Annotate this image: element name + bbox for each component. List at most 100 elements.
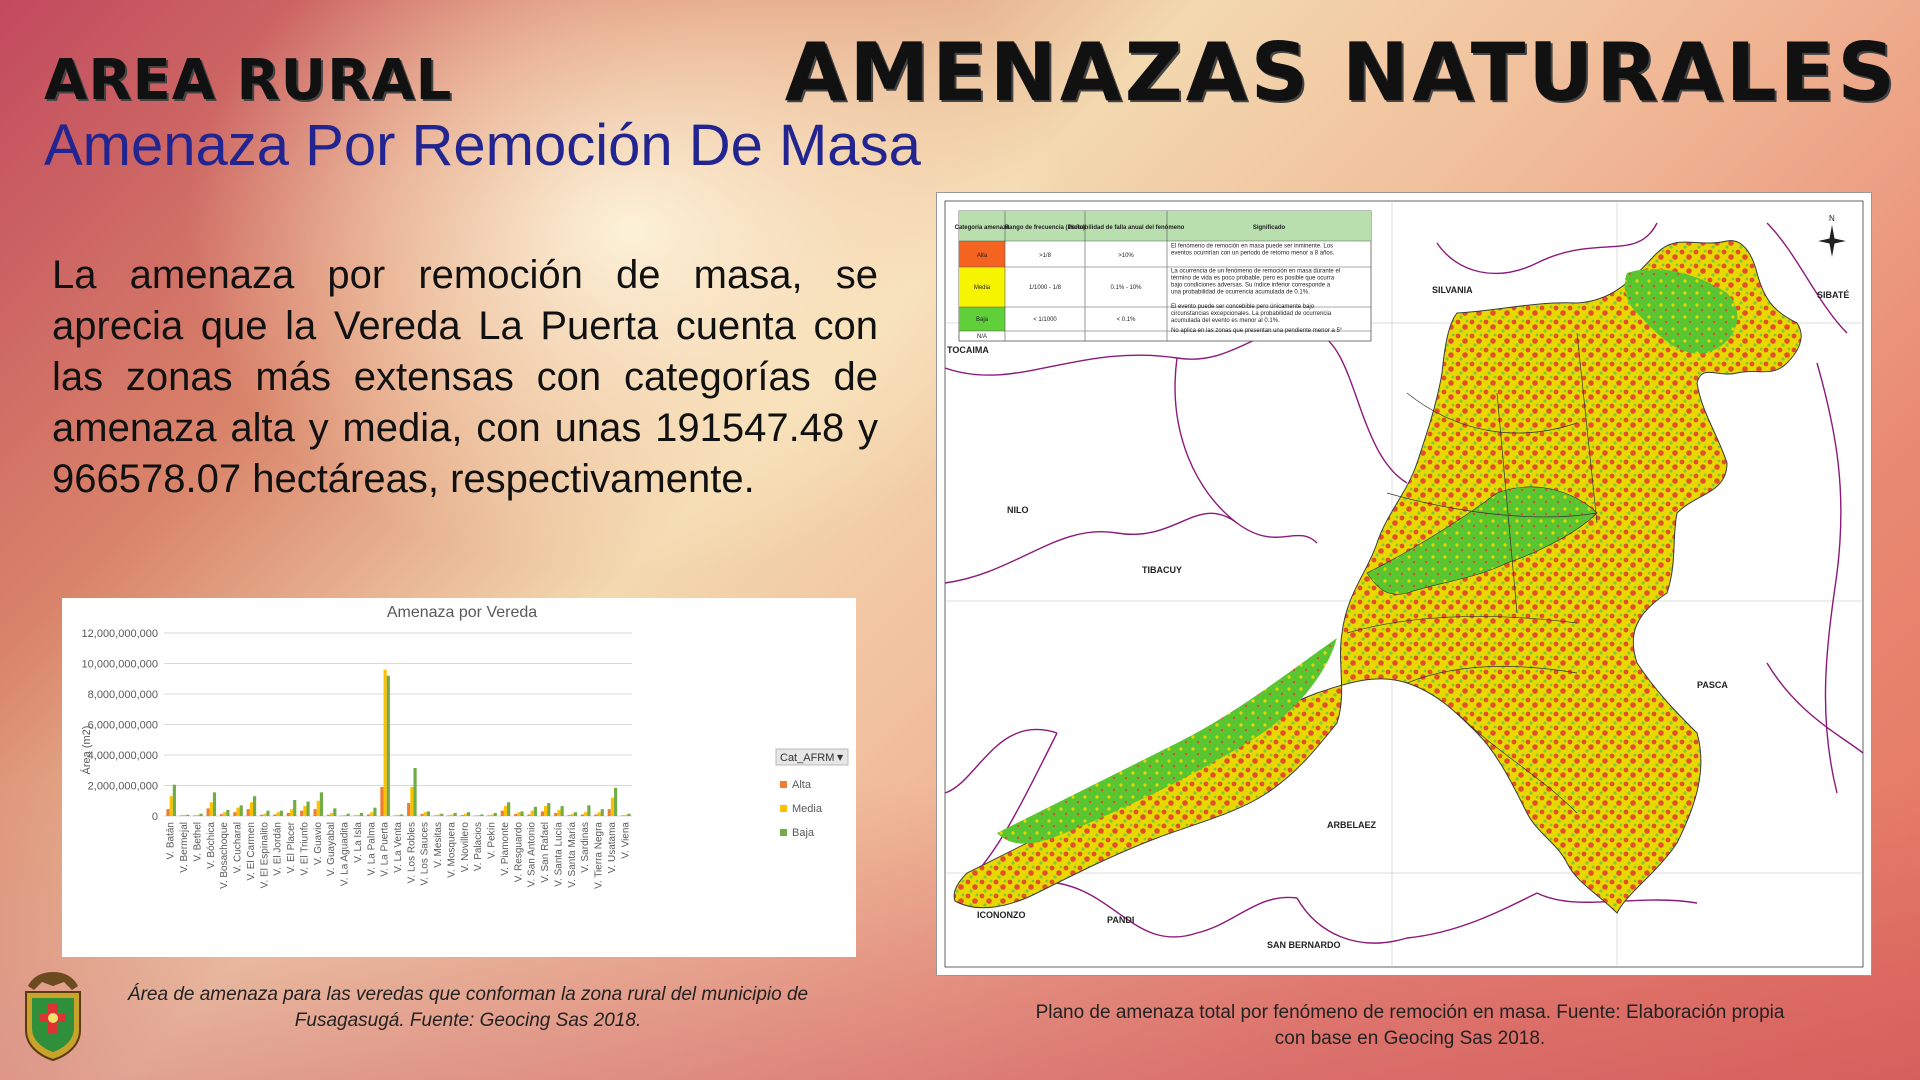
bar-media bbox=[503, 806, 508, 816]
vereda-boundaries bbox=[1346, 332, 1598, 814]
bar-media bbox=[570, 813, 574, 816]
bar-alta bbox=[206, 808, 210, 816]
y-tick-label: 6,000,000,000 bbox=[88, 720, 158, 732]
bar-media bbox=[437, 814, 441, 816]
x-tick-label: V. Santa María bbox=[567, 822, 578, 888]
table-cell-freq: >1/8 bbox=[1039, 253, 1052, 259]
bar-baja bbox=[573, 812, 578, 816]
legend-entry: Alta bbox=[792, 779, 812, 791]
bar-media bbox=[624, 814, 628, 816]
x-tick-label: V. Sardinas bbox=[580, 822, 591, 873]
bar-baja bbox=[533, 806, 537, 816]
bar-media bbox=[543, 806, 548, 816]
x-tick-label: V. El Jordán bbox=[273, 822, 284, 876]
bar-baja bbox=[587, 805, 591, 816]
low-threat-zone bbox=[1366, 486, 1598, 595]
bar-alta bbox=[567, 815, 571, 816]
x-tick-label: V. Cucharal bbox=[233, 822, 244, 873]
bar-media bbox=[263, 813, 267, 816]
bar-baja bbox=[453, 812, 457, 816]
bar-baja bbox=[614, 787, 618, 816]
bar-baja bbox=[359, 812, 364, 816]
bar-media bbox=[450, 814, 454, 816]
table-cell-cat: Alta bbox=[977, 253, 988, 259]
bar-alta bbox=[420, 814, 424, 816]
table-cell-cat: Media bbox=[974, 285, 991, 291]
bar-baja bbox=[346, 813, 350, 816]
legend-title: Cat_AFRM bbox=[780, 752, 834, 764]
bar-baja bbox=[440, 813, 444, 816]
bar-media bbox=[316, 800, 320, 816]
bar-alta bbox=[273, 814, 277, 816]
bar-alta bbox=[621, 815, 625, 816]
bar-media bbox=[490, 814, 494, 816]
bar-media bbox=[463, 813, 467, 816]
map-municipality-label: PANDI bbox=[1107, 915, 1134, 925]
bar-baja bbox=[400, 814, 404, 816]
table-cell-prob: 0.1% - 10% bbox=[1110, 285, 1142, 291]
bar-media bbox=[517, 812, 521, 816]
x-tick-label: V. Tierra Negra bbox=[594, 822, 605, 889]
bar-alta bbox=[219, 814, 224, 816]
bar-media bbox=[276, 812, 280, 816]
background-glow bbox=[180, 0, 1080, 580]
map-municipality-label: SIBATÉ bbox=[1817, 290, 1849, 300]
bar-alta bbox=[393, 815, 397, 816]
area-title: AREA RURAL bbox=[44, 48, 453, 113]
bar-alta bbox=[554, 812, 558, 816]
bar-alta bbox=[380, 787, 384, 816]
legend-swatch bbox=[780, 781, 787, 788]
chart-bars bbox=[166, 669, 631, 817]
bar-alta bbox=[447, 815, 451, 816]
bar-media bbox=[584, 812, 588, 816]
bar-media bbox=[530, 810, 534, 816]
x-tick-label: V. La Venta bbox=[393, 822, 404, 873]
table-header: Significado bbox=[1253, 225, 1286, 231]
bar-alta bbox=[166, 809, 170, 816]
bar-media bbox=[196, 814, 200, 816]
bar-baja bbox=[466, 812, 471, 816]
low-threat-zone-west bbox=[997, 638, 1337, 844]
bar-chart-svg: Amenaza por Vereda Área (m2) 0 2,000,000,… bbox=[80, 604, 849, 889]
bar-media bbox=[330, 812, 334, 816]
bar-baja bbox=[480, 814, 484, 816]
x-tick-label: V. Novillero bbox=[460, 822, 471, 873]
bar-media bbox=[236, 807, 240, 816]
y-tick-label: 12,000,000,000 bbox=[82, 628, 158, 640]
x-tick-label: V. Bóchica bbox=[206, 822, 217, 869]
map-municipality-label: TOCAIMA bbox=[947, 345, 989, 355]
legend-entry: Media bbox=[792, 803, 823, 815]
y-tick-label: 4,000,000,000 bbox=[88, 750, 158, 762]
table-header: Probabilidad de falla anual del fenómeno bbox=[1068, 225, 1185, 231]
legend-title-box[interactable] bbox=[775, 748, 849, 766]
bar-alta bbox=[473, 815, 478, 817]
y-tick-label: 10,000,000,000 bbox=[82, 659, 158, 671]
x-tick-label: V. El Carmen bbox=[246, 822, 257, 881]
x-tick-label: V. La Aguadita bbox=[340, 822, 351, 887]
bar-baja bbox=[319, 792, 324, 816]
map-municipality-label: ICONONZO bbox=[977, 910, 1026, 920]
bar-alta bbox=[246, 809, 250, 816]
svg-text:N: N bbox=[1829, 214, 1835, 223]
bar-media bbox=[249, 802, 254, 816]
bar-alta bbox=[540, 811, 544, 816]
bar-baja bbox=[172, 784, 176, 816]
bar-media bbox=[209, 802, 213, 816]
chart-title: Amenaza por Vereda bbox=[387, 604, 537, 621]
bar-baja bbox=[600, 809, 604, 816]
bar-media bbox=[303, 806, 307, 816]
bar-baja bbox=[547, 803, 551, 816]
bar-baja bbox=[560, 806, 564, 816]
x-tick-label: V. San Antonio bbox=[527, 822, 538, 888]
bar-media bbox=[423, 812, 427, 816]
page-subtitle: Amenaza Por Remoción De Masa bbox=[44, 113, 921, 178]
bar-baja bbox=[520, 811, 524, 816]
x-tick-label: V. Mesitas bbox=[433, 822, 444, 868]
bar-media bbox=[383, 669, 387, 816]
x-tick-label: V. Usatama bbox=[607, 822, 618, 874]
municipal-boundary-east bbox=[1766, 222, 1864, 794]
x-tick-label: V. Palacios bbox=[473, 822, 484, 871]
map-municipality-label: ARBELAEZ bbox=[1327, 820, 1377, 830]
municipal-crest-logo bbox=[25, 972, 81, 1062]
